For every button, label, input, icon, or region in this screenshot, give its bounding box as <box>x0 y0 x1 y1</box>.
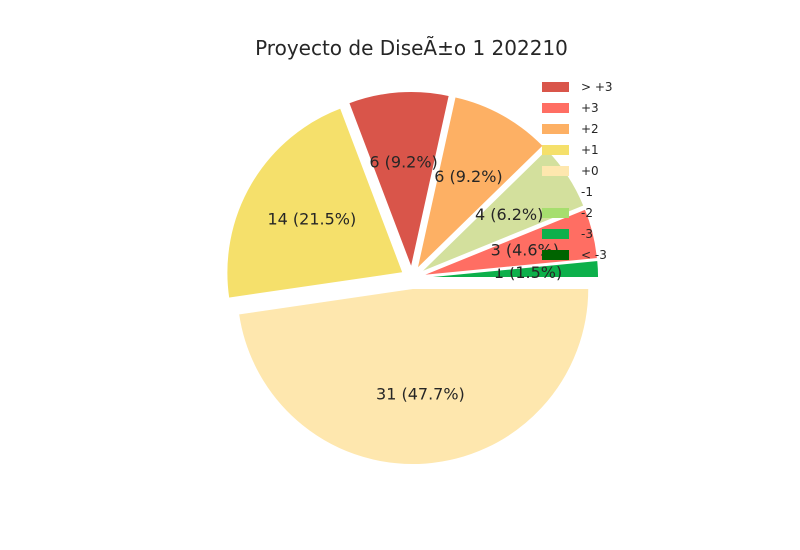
legend-label: -1 <box>581 184 593 199</box>
legend-swatch <box>542 81 569 92</box>
legend-swatch <box>542 207 569 218</box>
slice-data-label: 6 (9.2%) <box>434 167 502 186</box>
legend-item: -2 <box>542 202 632 223</box>
legend-label: < -3 <box>581 247 607 262</box>
chart-title: Proyecto de DiseÃ±o 1 202210 <box>255 36 568 60</box>
legend-item: -1 <box>542 181 632 202</box>
pie-slice <box>238 288 590 466</box>
legend-item: +0 <box>542 160 632 181</box>
legend-swatch <box>542 186 569 197</box>
slice-data-label: 14 (21.5%) <box>267 210 356 229</box>
legend-item: < -3 <box>542 244 632 265</box>
legend-item: +1 <box>542 139 632 160</box>
legend-swatch <box>542 165 569 176</box>
legend: > +3 +3 +2 +1 +0 -1 -2 -3 < -3 <box>542 76 632 265</box>
legend-label: > +3 <box>581 79 613 94</box>
slice-data-label: 3 (4.6%) <box>491 241 559 260</box>
pie-slice <box>416 96 544 271</box>
legend-label: +1 <box>581 142 599 157</box>
legend-item: +3 <box>542 97 632 118</box>
legend-label: -3 <box>581 226 593 241</box>
pie-slice <box>422 259 600 278</box>
legend-label: +2 <box>581 121 599 136</box>
legend-item: -3 <box>542 223 632 244</box>
legend-label: -2 <box>581 205 593 220</box>
legend-swatch <box>542 123 569 134</box>
legend-item: +2 <box>542 118 632 139</box>
pie-slice <box>348 90 450 270</box>
slice-data-label: 4 (6.2%) <box>475 205 543 224</box>
legend-swatch <box>542 102 569 113</box>
pie-slice <box>226 107 404 299</box>
legend-label: +3 <box>581 100 599 115</box>
legend-swatch <box>542 144 569 155</box>
legend-label: +0 <box>581 163 599 178</box>
legend-item: > +3 <box>542 76 632 97</box>
legend-swatch <box>542 249 569 260</box>
legend-swatch <box>542 228 569 239</box>
slice-data-label: 6 (9.2%) <box>369 153 437 172</box>
slice-data-label: 31 (47.7%) <box>376 384 465 403</box>
slice-data-label: 1 (1.5%) <box>494 263 562 282</box>
